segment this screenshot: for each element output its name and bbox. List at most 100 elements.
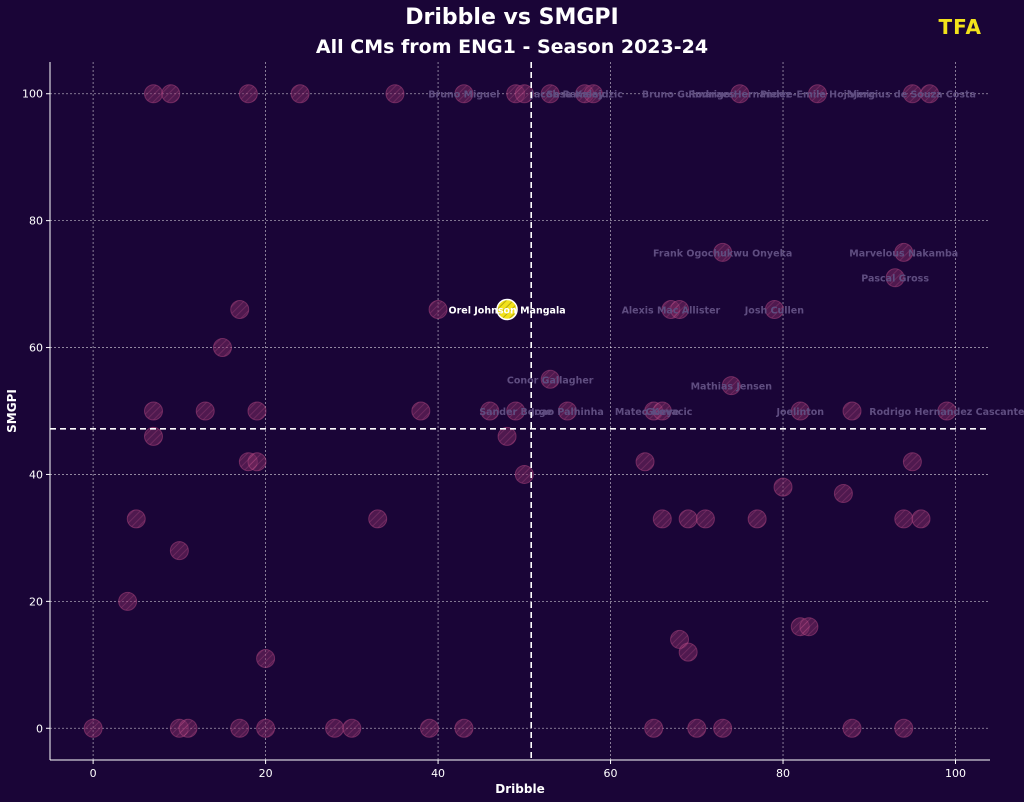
x-tick-label: 20 — [259, 767, 273, 780]
scatter-point — [557, 401, 577, 421]
y-tick-label: 20 — [29, 595, 43, 608]
reference-lines — [50, 62, 990, 760]
scatter-point — [773, 477, 793, 497]
player-label: Pierre-Emile Hojbjerg — [760, 90, 875, 101]
player-label: Jacob Ramsey — [529, 90, 605, 101]
scatter-point — [894, 509, 914, 529]
y-tick-label: 0 — [36, 722, 43, 735]
scatter-point — [419, 718, 439, 738]
scatter-point — [143, 401, 163, 421]
y-tick-label: 100 — [22, 88, 43, 101]
scatter-point — [247, 452, 267, 472]
highlight-point: Orel Johnson Mangala — [449, 298, 566, 321]
scatter-point — [256, 718, 276, 738]
player-label: Bruno Guimaraes — [642, 90, 735, 101]
x-axis-label: Dribble — [495, 782, 544, 796]
scatter-point — [247, 401, 267, 421]
y-tick-label: 80 — [29, 215, 43, 228]
player-label: Vinicius de Souza Costa — [849, 90, 976, 101]
scatter-point — [540, 369, 560, 389]
player-label: Frank Ogochukwu Onyeka — [653, 248, 792, 259]
scatter-point — [842, 401, 862, 421]
scatter-point — [678, 642, 698, 662]
scatter-point — [911, 509, 931, 529]
chart-subtitle: All CMs from ENG1 - Season 2023-24 — [315, 36, 709, 58]
player-label: Pascal Gross — [861, 274, 929, 285]
scatter-point — [212, 338, 232, 358]
scatter-point — [161, 84, 181, 104]
scatter-point — [808, 84, 828, 104]
data-points — [83, 84, 957, 738]
chart-title: Dribble vs SMGPI — [405, 5, 619, 30]
scatter-point — [678, 509, 698, 529]
scatter-point — [178, 718, 198, 738]
highlight-label: Orel Johnson Mangala — [449, 305, 566, 316]
scatter-point — [238, 84, 258, 104]
scatter-point — [652, 509, 672, 529]
player-label: Mateo Kovacic — [615, 407, 693, 418]
scatter-point — [497, 426, 517, 446]
scatter-point — [644, 718, 664, 738]
scatter-point — [799, 617, 819, 637]
x-tick-label: 0 — [90, 767, 97, 780]
scatter-point — [143, 426, 163, 446]
scatter-point — [325, 718, 345, 738]
y-tick-label: 40 — [29, 468, 43, 481]
scatter-point — [790, 401, 810, 421]
scatter-point — [506, 401, 526, 421]
scatter-point — [83, 718, 103, 738]
scatter-point — [764, 299, 784, 319]
scatter-point — [885, 268, 905, 288]
scatter-point — [514, 84, 534, 104]
scatter-point — [126, 509, 146, 529]
y-tick-label: 60 — [29, 342, 43, 355]
scatter-point — [920, 84, 940, 104]
player-label: Joao Palhinha — [530, 407, 604, 418]
scatter-point — [695, 509, 715, 529]
axes: 0 20 40 60 80 100 0 20 40 60 80 100 — [22, 62, 990, 780]
scatter-point — [230, 718, 250, 738]
scatter-point — [902, 452, 922, 472]
scatter-point — [721, 376, 741, 396]
scatter-point — [428, 299, 448, 319]
x-tick-label: 60 — [604, 767, 618, 780]
highlight-point — [496, 298, 518, 321]
scatter-point — [143, 84, 163, 104]
scatter-point — [730, 84, 750, 104]
scatter-point — [480, 401, 500, 421]
scatter-point — [411, 401, 431, 421]
scatter-point — [514, 464, 534, 484]
scatter-point — [583, 84, 603, 104]
player-label: Conor Gallagher — [507, 375, 594, 386]
player-label: Gueye — [645, 407, 679, 418]
scatter-point — [842, 718, 862, 738]
scatter-point — [540, 84, 560, 104]
scatter-point — [290, 84, 310, 104]
scatter-point — [747, 509, 767, 529]
scatter-point — [454, 718, 474, 738]
scatter-point — [230, 299, 250, 319]
scatter-point — [454, 84, 474, 104]
scatter-point — [368, 509, 388, 529]
player-label: Marvelous Nakamba — [849, 248, 958, 259]
scatter-point — [118, 591, 138, 611]
scatter-point — [342, 718, 362, 738]
scatter-point — [713, 242, 733, 262]
scatter-point — [385, 84, 405, 104]
player-label: Sander Berge — [479, 407, 552, 418]
scatter-point — [195, 401, 215, 421]
player-label: Joelinton — [775, 407, 824, 418]
scatter-point — [169, 541, 189, 561]
player-label: Sasa Kalajdzic — [546, 90, 623, 101]
scatter-point — [894, 718, 914, 738]
player-label: Josh Cullen — [744, 305, 804, 316]
player-label: Rodrigo Hernandez Cascante — [869, 407, 1024, 418]
scatter-point — [687, 718, 707, 738]
y-axis-label: SMGPI — [5, 389, 19, 433]
player-label: Rodrigo Hernandez — [688, 90, 791, 101]
player-label: Alexis Mac Allister — [622, 305, 721, 316]
scatter-point — [256, 648, 276, 668]
scatter-point — [833, 483, 853, 503]
player-label: Bruno Miguel — [428, 90, 499, 101]
